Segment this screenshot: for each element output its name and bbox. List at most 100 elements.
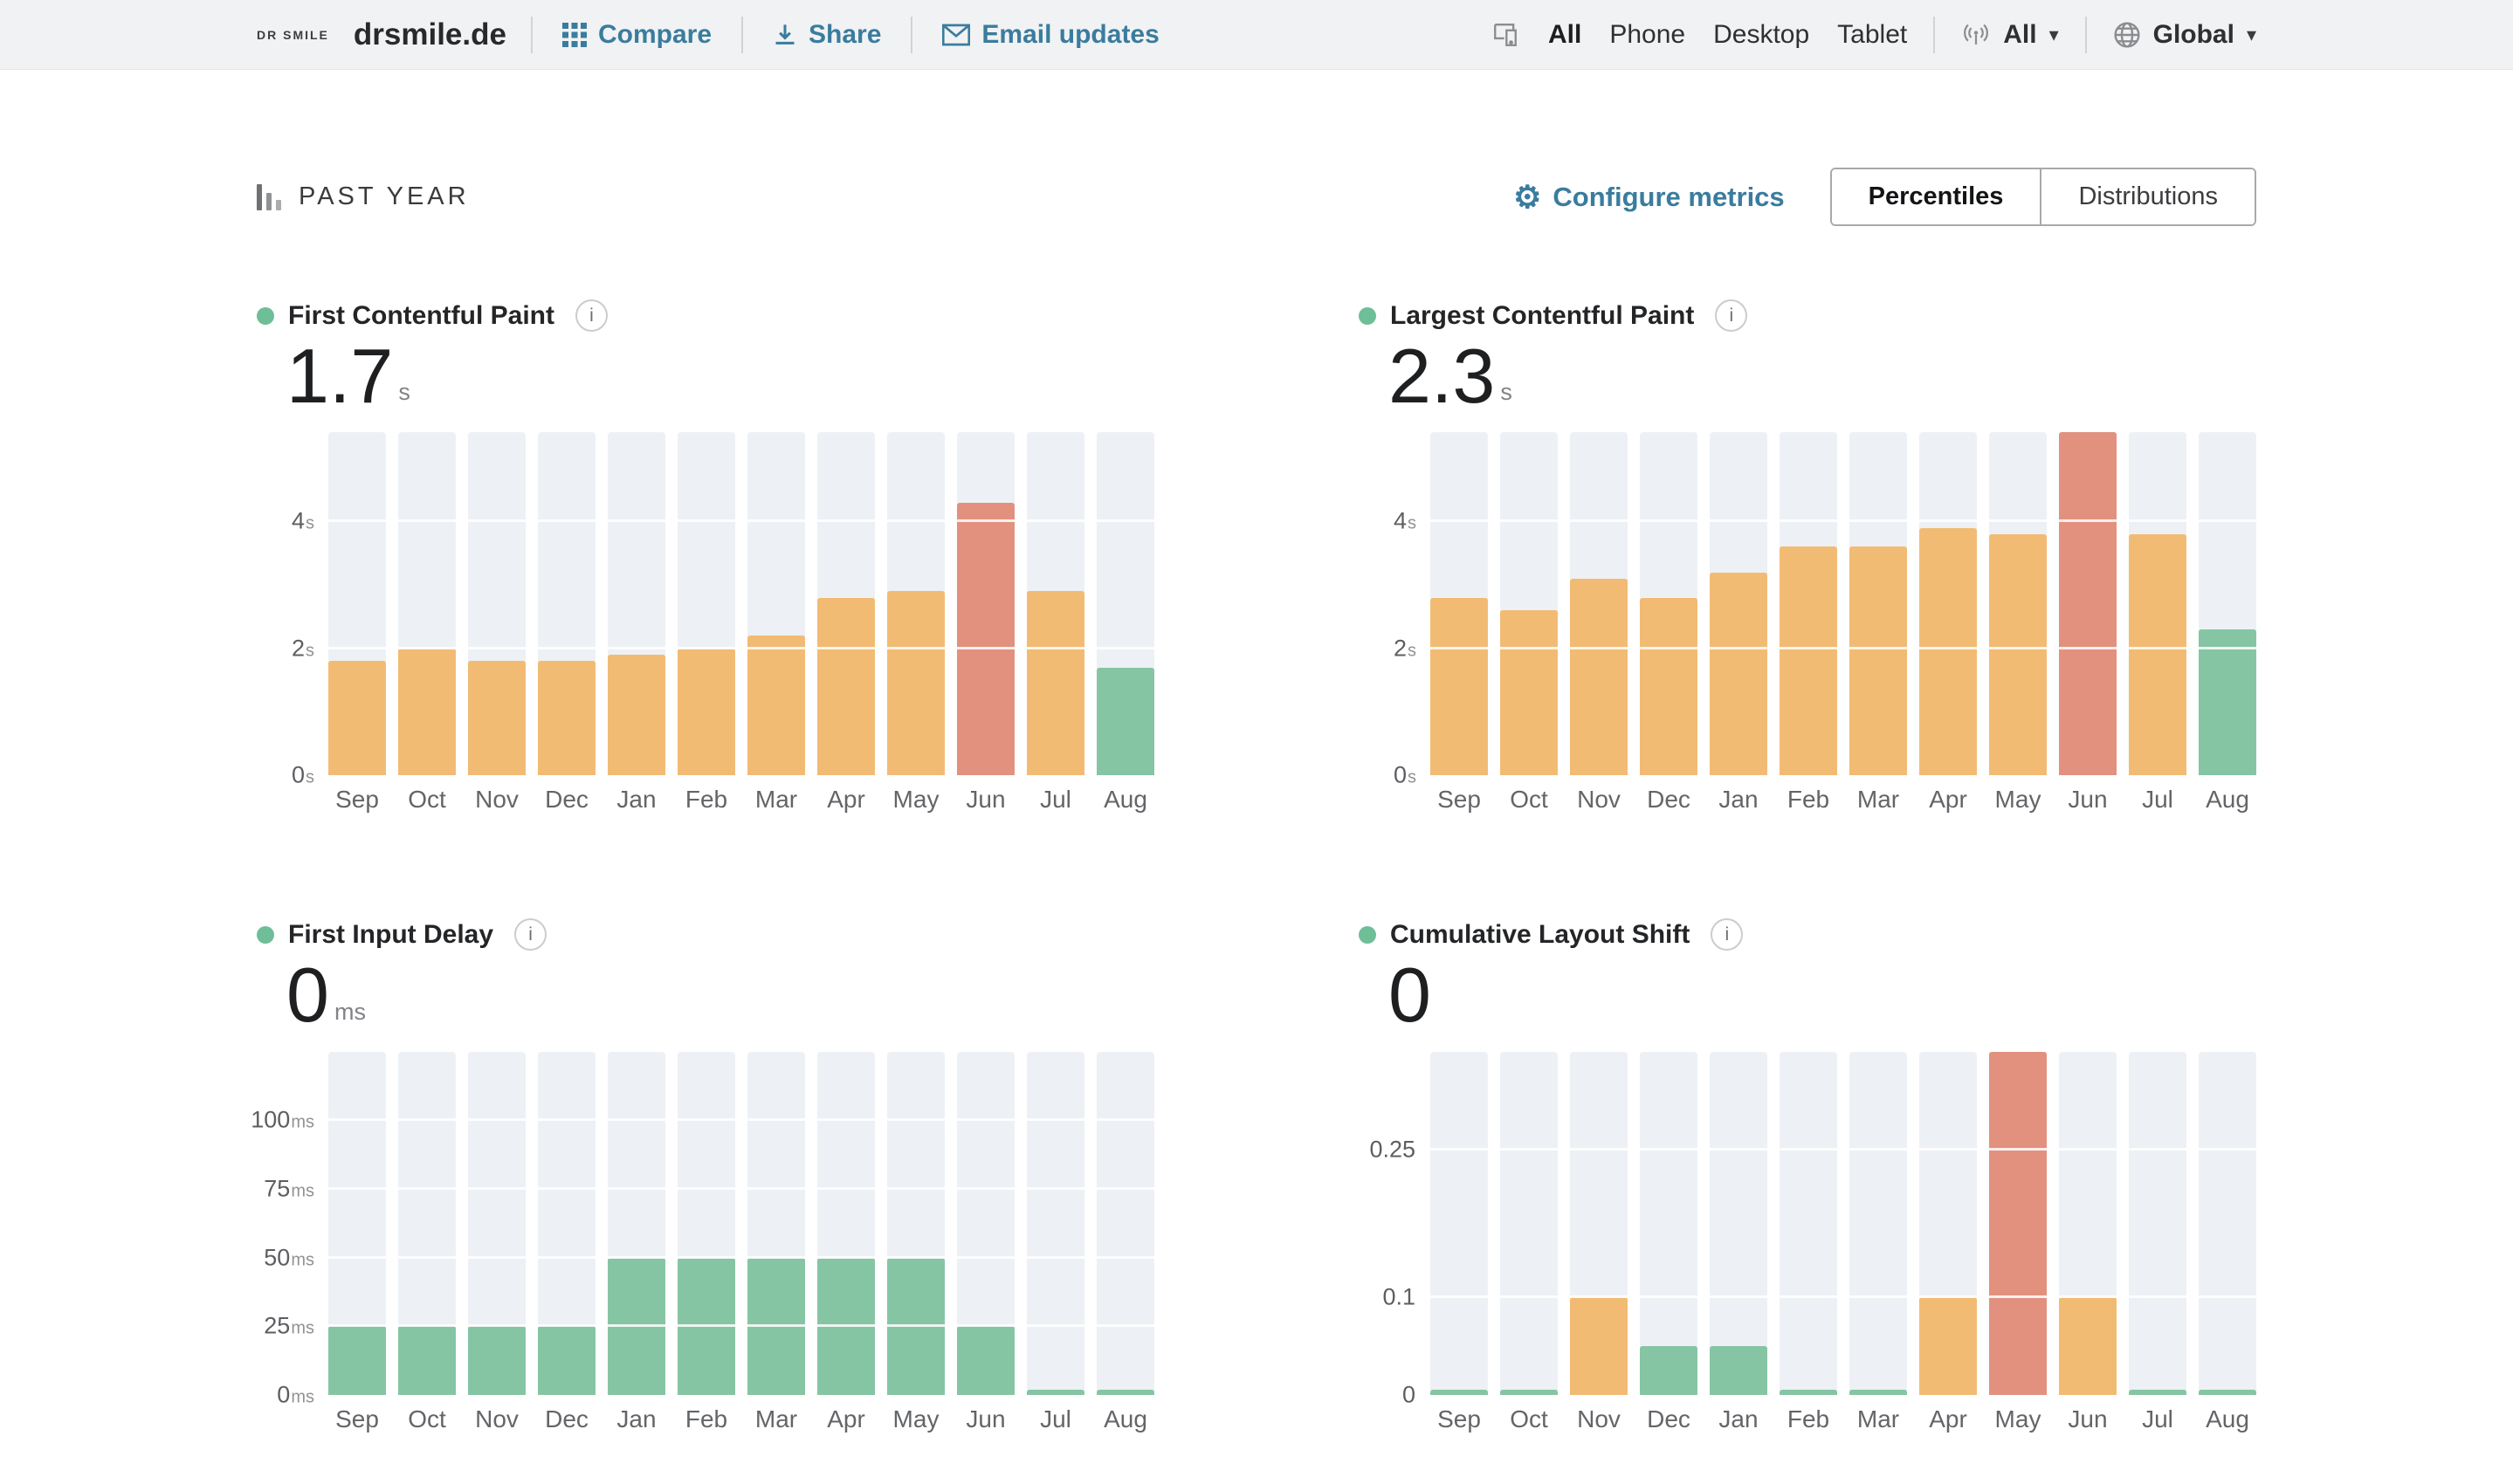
month-label: Jan [616, 786, 657, 814]
y-axis-tick: 50 ms [264, 1244, 314, 1271]
device-filter-all[interactable]: All [1548, 19, 1582, 49]
bar-feb[interactable] [1780, 1051, 1837, 1395]
bar-nov[interactable] [1570, 432, 1628, 776]
bar-jul[interactable] [2129, 1051, 2186, 1395]
bar-mar[interactable] [1849, 432, 1907, 776]
bar-nov[interactable] [468, 432, 526, 776]
share-label: Share [809, 19, 882, 49]
bar-dec[interactable] [1640, 1051, 1697, 1395]
bars-area [1430, 1051, 2256, 1395]
bar-feb[interactable] [1780, 432, 1837, 776]
connection-filter-dropdown[interactable]: All ▾ [1961, 20, 2059, 50]
share-button[interactable]: Share [768, 19, 886, 51]
bar-jul[interactable] [2129, 432, 2186, 776]
bar-sep[interactable] [328, 432, 386, 776]
bar-fill [887, 1257, 945, 1395]
bar-may[interactable] [1989, 1051, 2047, 1395]
month-label: Jul [1040, 1405, 1071, 1432]
month-label: Jan [1718, 786, 1759, 814]
info-icon[interactable]: i [1715, 299, 1748, 332]
bar-jan[interactable] [608, 432, 665, 776]
bar-jun[interactable] [2059, 1051, 2117, 1395]
bar-jan[interactable] [1710, 432, 1767, 776]
bar-apr[interactable] [1919, 1051, 1977, 1395]
metric-value-group: 0 [1388, 957, 2256, 1034]
device-filter-phone[interactable]: Phone [1609, 19, 1686, 49]
site-domain[interactable]: drsmile.de [353, 17, 506, 52]
configure-metrics-button[interactable]: ⚙ Configure metrics [1508, 181, 1790, 214]
compare-button[interactable]: Compare [557, 19, 717, 51]
divider [1933, 16, 1936, 53]
bar-aug[interactable] [1097, 1051, 1154, 1395]
tab-percentiles[interactable]: Percentiles [1831, 169, 2041, 224]
bar-fill [1849, 546, 1907, 776]
bar-mar[interactable] [747, 432, 805, 776]
month-label: Feb [685, 786, 728, 814]
email-updates-label: Email updates [981, 19, 1160, 49]
bar-jun[interactable] [2059, 432, 2117, 776]
info-icon[interactable]: i [1711, 918, 1744, 952]
bar-fill [747, 1257, 805, 1395]
bar-feb[interactable] [678, 1051, 735, 1395]
bar-fill [1989, 533, 2047, 776]
bar-fill [608, 655, 665, 776]
bar-jul[interactable] [1027, 1051, 1084, 1395]
bar-fill [1640, 1345, 1697, 1395]
bar-apr[interactable] [817, 432, 875, 776]
bar-fill [1027, 591, 1084, 776]
bar-sep[interactable] [328, 1051, 386, 1395]
bar-aug[interactable] [2199, 1051, 2256, 1395]
region-filter-dropdown[interactable]: Global ▾ [2113, 20, 2256, 50]
bar-mar[interactable] [1849, 1051, 1907, 1395]
bar-nov[interactable] [1570, 1051, 1628, 1395]
bar-jul[interactable] [1027, 432, 1084, 776]
bar-aug[interactable] [2199, 432, 2256, 776]
download-icon [773, 23, 797, 47]
bar-may[interactable] [887, 432, 945, 776]
month-label: Sep [335, 1405, 379, 1432]
month-label: Dec [1647, 1405, 1690, 1432]
divider [911, 16, 913, 53]
info-icon[interactable]: i [575, 299, 608, 332]
configure-metrics-label: Configure metrics [1553, 181, 1785, 212]
divider [530, 16, 533, 53]
bar-jun[interactable] [957, 1051, 1015, 1395]
tab-distributions[interactable]: Distributions [2040, 169, 2255, 224]
device-filter-desktop[interactable]: Desktop [1713, 19, 1810, 49]
bar-dec[interactable] [538, 1051, 596, 1395]
bar-sep[interactable] [1430, 1051, 1488, 1395]
bar-apr[interactable] [817, 1051, 875, 1395]
bar-sep[interactable] [1430, 432, 1488, 776]
bar-nov[interactable] [468, 1051, 526, 1395]
metric-title: First Input Delay [288, 919, 494, 949]
section-title: PAST YEAR [299, 182, 470, 210]
month-label: Dec [1647, 786, 1690, 814]
bar-fill [2199, 629, 2256, 776]
bar-aug[interactable] [1097, 432, 1154, 776]
bar-jun[interactable] [957, 432, 1015, 776]
bar-may[interactable] [1989, 432, 2047, 776]
metric-value-unit: s [398, 379, 410, 406]
bar-apr[interactable] [1919, 432, 1977, 776]
bar-oct[interactable] [1500, 432, 1558, 776]
bar-mar[interactable] [747, 1051, 805, 1395]
bar-oct[interactable] [398, 432, 456, 776]
bar-fill [468, 661, 526, 776]
month-label: Mar [1856, 786, 1900, 814]
bar-dec[interactable] [538, 432, 596, 776]
device-filter-tablet[interactable]: Tablet [1837, 19, 1908, 49]
bar-oct[interactable] [1500, 1051, 1558, 1395]
bar-dec[interactable] [1640, 432, 1697, 776]
bar-oct[interactable] [398, 1051, 456, 1395]
email-updates-button[interactable]: Email updates [937, 19, 1164, 51]
bar-jan[interactable] [1710, 1051, 1767, 1395]
bar-jan[interactable] [608, 1051, 665, 1395]
bar-may[interactable] [887, 1051, 945, 1395]
bars-area [328, 432, 1154, 776]
divider [741, 16, 744, 53]
bar-feb[interactable] [678, 432, 735, 776]
info-icon[interactable]: i [514, 918, 547, 952]
